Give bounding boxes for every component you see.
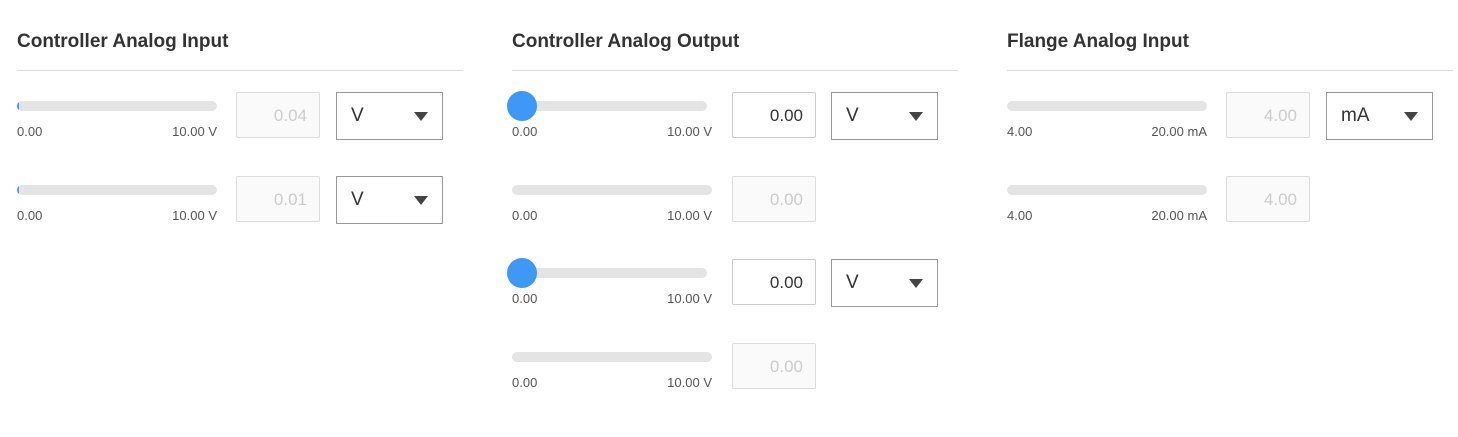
dropdown-arrow-icon bbox=[1404, 112, 1418, 121]
value-input: 0.04 bbox=[236, 92, 320, 138]
value-input[interactable]: 0.00 bbox=[732, 92, 816, 138]
level-bar bbox=[512, 184, 712, 195]
channel-row: 4.00 20.00 mA 4.00 bbox=[1007, 175, 1453, 226]
unit-value: mA bbox=[1341, 105, 1370, 126]
value-input: 4.00 bbox=[1226, 92, 1310, 138]
min-label: 0.00 bbox=[17, 207, 43, 223]
unit-value: V bbox=[351, 188, 364, 210]
slider-handle[interactable] bbox=[507, 91, 537, 121]
max-label: 10.00 V bbox=[667, 124, 712, 139]
channel-row: 0.00 10.00 V 0.00 V bbox=[507, 258, 958, 309]
min-label: 0.00 bbox=[512, 291, 538, 306]
min-label: 4.00 bbox=[1007, 124, 1033, 139]
level-bar bbox=[17, 184, 217, 195]
value-input: 0.01 bbox=[236, 175, 320, 222]
unit-select[interactable]: V bbox=[336, 92, 443, 140]
max-label: 10.00 V bbox=[172, 124, 217, 139]
value-input: 0.00 bbox=[732, 175, 816, 222]
unit-select[interactable]: V bbox=[831, 259, 938, 307]
value-input[interactable]: 0.00 bbox=[732, 259, 816, 305]
divider bbox=[512, 70, 958, 71]
channel-row: 0.00 10.00 V 0.01 V bbox=[17, 175, 463, 226]
unit-select[interactable]: V bbox=[831, 92, 938, 140]
unit-select[interactable]: mA bbox=[1326, 92, 1433, 140]
min-label: 0.00 bbox=[512, 207, 538, 223]
level-bar bbox=[512, 351, 712, 362]
dropdown-arrow-icon bbox=[414, 195, 428, 205]
panel-title: Controller Analog Input bbox=[17, 31, 229, 52]
level-bar bbox=[17, 101, 217, 111]
slider-track[interactable] bbox=[507, 258, 707, 288]
value-input: 0.00 bbox=[732, 342, 816, 389]
value-input: 4.00 bbox=[1226, 175, 1310, 222]
channel-row: 0.00 10.00 V 0.04 V bbox=[17, 92, 463, 142]
min-label: 0.00 bbox=[512, 374, 538, 390]
dropdown-arrow-icon bbox=[414, 112, 428, 121]
unit-value: V bbox=[351, 105, 364, 126]
level-fill bbox=[17, 184, 19, 195]
min-label: 0.00 bbox=[17, 124, 43, 139]
dropdown-arrow-icon bbox=[909, 112, 923, 121]
max-label: 10.00 V bbox=[172, 207, 217, 223]
max-label: 20.00 mA bbox=[1151, 124, 1207, 139]
max-label: 10.00 V bbox=[667, 207, 712, 223]
max-label: 10.00 V bbox=[667, 291, 712, 306]
unit-value: V bbox=[846, 105, 859, 126]
dropdown-arrow-icon bbox=[909, 279, 923, 288]
channel-row: 0.00 10.00 V 0.00 V bbox=[507, 91, 958, 142]
channel-row: 0.00 10.00 V 0.00 bbox=[512, 175, 958, 226]
min-label: 0.00 bbox=[512, 124, 538, 139]
panel-title: Flange Analog Input bbox=[1007, 31, 1189, 52]
level-bar bbox=[1007, 101, 1207, 111]
channel-row: 0.00 10.00 V 0.00 bbox=[512, 342, 958, 393]
divider bbox=[17, 70, 463, 71]
max-label: 10.00 V bbox=[667, 374, 712, 390]
level-bar bbox=[1007, 184, 1207, 195]
level-fill bbox=[17, 101, 19, 111]
panel-title: Controller Analog Output bbox=[512, 31, 740, 52]
unit-select[interactable]: V bbox=[336, 175, 443, 224]
max-label: 20.00 mA bbox=[1151, 207, 1207, 223]
unit-value: V bbox=[846, 272, 859, 293]
divider bbox=[1007, 70, 1453, 71]
slider-track[interactable] bbox=[507, 91, 707, 121]
min-label: 4.00 bbox=[1007, 207, 1033, 223]
channel-row: 4.00 20.00 mA 4.00 mA bbox=[1007, 92, 1453, 142]
slider-handle[interactable] bbox=[507, 258, 537, 288]
